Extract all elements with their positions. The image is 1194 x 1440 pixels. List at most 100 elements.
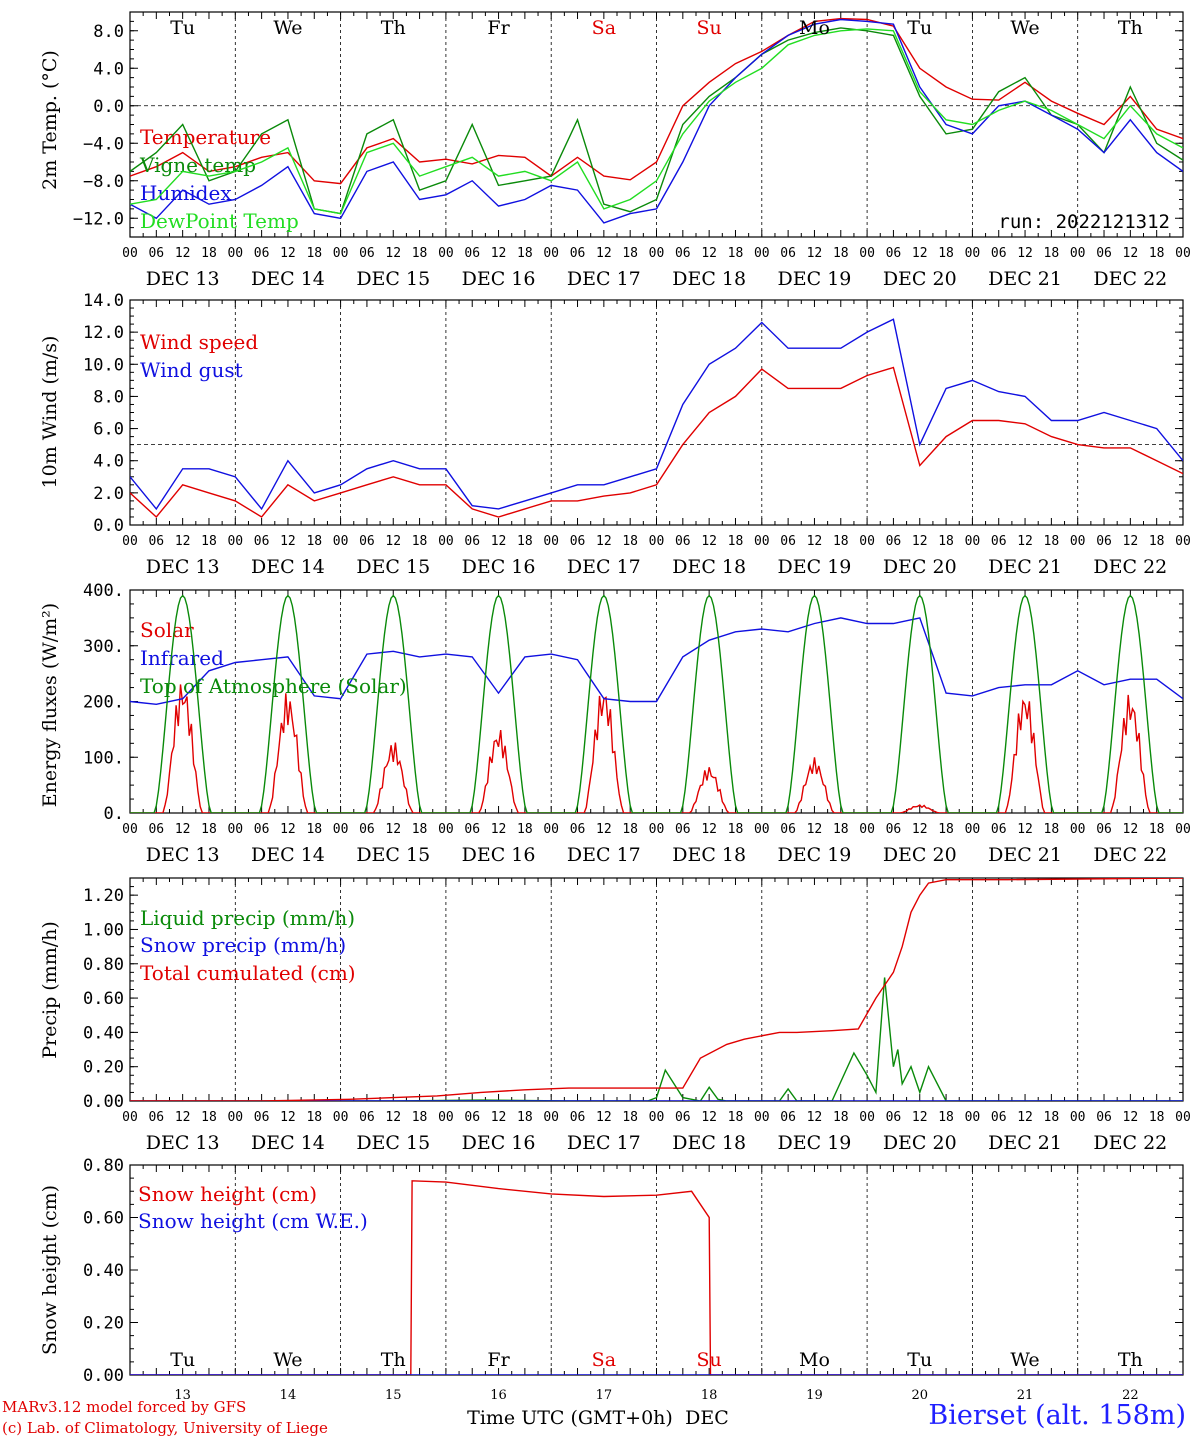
hour-tick-label: 00 (122, 534, 138, 549)
hour-tick-label: 18 (728, 1110, 744, 1125)
date-label: DEC 13 (146, 268, 220, 290)
day-number-label: 18 (701, 1388, 718, 1403)
hour-tick-label: 12 (1017, 534, 1033, 549)
y-axis-label: 2m Temp. (°C) (39, 50, 61, 190)
hour-tick-label: 12 (807, 1110, 823, 1125)
weekday-label: We (273, 17, 302, 39)
hour-tick-label: 00 (1070, 534, 1086, 549)
date-label: DEC 18 (672, 1132, 746, 1154)
hour-tick-label: 06 (1096, 822, 1112, 837)
hour-tick-label: 00 (438, 822, 454, 837)
weekday-label: Mo (799, 17, 830, 39)
hour-tick-label: 12 (912, 534, 928, 549)
y-tick-label: −4.0 (83, 134, 124, 154)
hour-tick-label: 18 (622, 822, 638, 837)
weekday-label: Fr (487, 1349, 510, 1371)
weekday-label: Th (1118, 17, 1143, 39)
date-label: DEC 15 (356, 556, 430, 578)
hour-tick-label: 18 (622, 534, 638, 549)
y-tick-label: 4.0 (93, 59, 124, 79)
hour-tick-label: 06 (780, 534, 796, 549)
date-label: DEC 17 (567, 556, 641, 578)
hour-tick-label: 00 (859, 534, 875, 549)
date-label: DEC 14 (251, 268, 325, 290)
hour-tick-label: 12 (491, 534, 507, 549)
date-label: DEC 18 (672, 844, 746, 866)
day-number-label: 20 (911, 1388, 928, 1403)
hour-tick-label: 06 (359, 822, 375, 837)
hour-tick-label: 00 (754, 822, 770, 837)
y-tick-label: 0.60 (83, 1209, 124, 1229)
hour-tick-label: 18 (412, 1110, 428, 1125)
hour-tick-label: 12 (1123, 822, 1139, 837)
date-label: DEC 15 (356, 268, 430, 290)
hour-tick-label: 12 (491, 246, 507, 261)
date-label: DEC 13 (146, 556, 220, 578)
date-label: DEC 22 (1093, 844, 1167, 866)
date-label: DEC 14 (251, 844, 325, 866)
hour-tick-label: 00 (1070, 1110, 1086, 1125)
hour-tick-label: 12 (1017, 822, 1033, 837)
hour-tick-label: 06 (570, 246, 586, 261)
weekday-label: Th (381, 1349, 406, 1371)
x-axis-label: Time UTC (GMT+0h) (467, 1407, 673, 1429)
run-annotation: run: 2022121312 (998, 211, 1170, 233)
hour-tick-label: 12 (385, 822, 401, 837)
y-tick-label: 14.0 (83, 291, 124, 311)
series-line-wind-gust (130, 318, 1183, 511)
hour-tick-label: 12 (807, 534, 823, 549)
y-tick-label: −8.0 (83, 172, 124, 192)
hour-tick-label: 18 (412, 534, 428, 549)
legend-entry: DewPoint Temp (140, 209, 299, 233)
date-label: DEC 21 (988, 556, 1062, 578)
hour-tick-label: 00 (1175, 534, 1191, 549)
hour-tick-label: 18 (1149, 534, 1165, 549)
legend-entry: Liquid precip (mm/h) (140, 906, 355, 930)
hour-tick-label: 18 (1044, 246, 1060, 261)
lab-credit: (c) Lab. of Climatology, University of L… (2, 1419, 328, 1437)
date-label: DEC 20 (883, 268, 957, 290)
hour-tick-label: 18 (1149, 822, 1165, 837)
hour-tick-label: 00 (965, 1110, 981, 1125)
hour-tick-label: 00 (543, 534, 559, 549)
date-label: DEC 15 (356, 844, 430, 866)
y-tick-label: 12.0 (83, 323, 124, 343)
hour-tick-label: 00 (122, 246, 138, 261)
hour-tick-label: 12 (596, 1110, 612, 1125)
hour-tick-label: 18 (517, 534, 533, 549)
series-line-wind-speed (130, 366, 1183, 519)
hour-tick-label: 12 (807, 822, 823, 837)
hour-tick-label: 00 (649, 534, 665, 549)
hour-tick-label: 00 (438, 246, 454, 261)
hour-tick-label: 12 (175, 246, 191, 261)
weekday-label: Sa (592, 17, 616, 39)
hour-tick-label: 06 (886, 246, 902, 261)
legend-entry: Temperature (140, 125, 271, 149)
y-tick-label: 0.40 (83, 1261, 124, 1281)
hour-tick-label: 12 (1017, 1110, 1033, 1125)
hour-tick-label: 00 (122, 822, 138, 837)
hour-tick-label: 06 (359, 246, 375, 261)
hour-tick-label: 00 (333, 246, 349, 261)
hour-tick-label: 18 (1044, 822, 1060, 837)
legend-entry: Snow height (cm W.E.) (138, 1209, 368, 1233)
hour-tick-label: 12 (912, 822, 928, 837)
hour-tick-label: 18 (517, 246, 533, 261)
weekday-label: Su (697, 17, 722, 39)
hour-tick-label: 18 (728, 822, 744, 837)
hour-tick-label: 00 (543, 822, 559, 837)
hour-tick-label: 18 (201, 822, 217, 837)
hour-tick-label: 12 (807, 246, 823, 261)
hour-tick-label: 12 (280, 246, 296, 261)
series-line-liquid-precip-mm-h- (130, 977, 1183, 1101)
series-line-vigne-temp (130, 27, 1183, 215)
hour-tick-label: 06 (675, 822, 691, 837)
hour-tick-label: 12 (596, 534, 612, 549)
y-tick-label: 10.0 (83, 355, 124, 375)
hour-tick-label: 06 (991, 246, 1007, 261)
hour-tick-label: 18 (201, 246, 217, 261)
y-tick-label: 4.0 (93, 452, 124, 472)
legend-entry: Wind speed (140, 330, 258, 354)
hour-tick-label: 00 (754, 534, 770, 549)
hour-tick-label: 00 (333, 534, 349, 549)
